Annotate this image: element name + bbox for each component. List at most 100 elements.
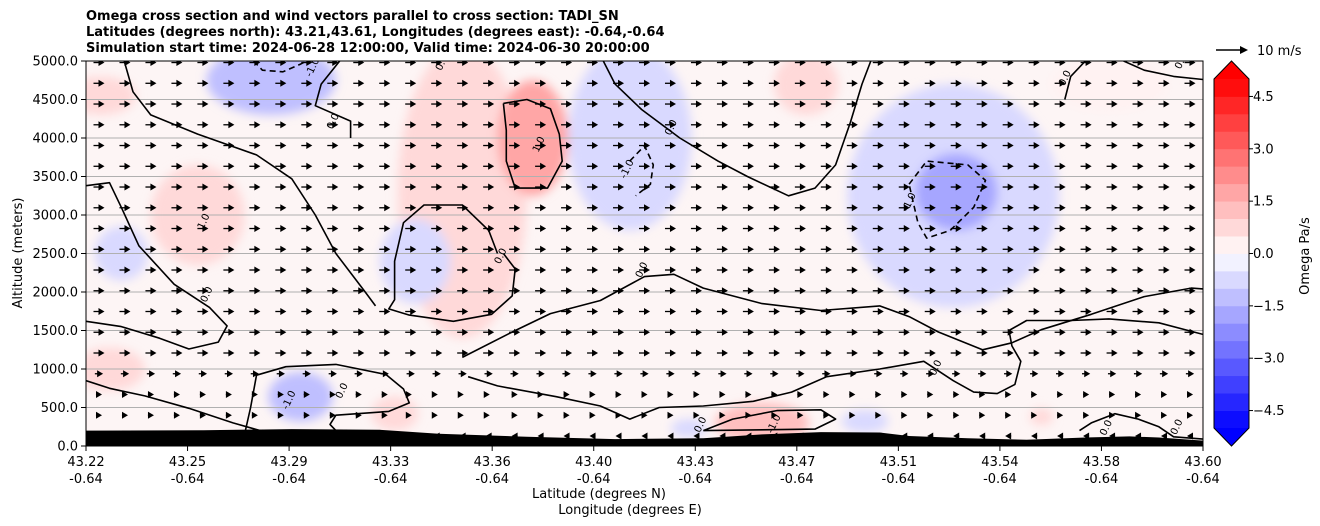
wind-vector-head [306, 121, 313, 129]
wind-vector [301, 287, 313, 295]
wind-vector-head [903, 100, 910, 108]
wind-vector [898, 100, 910, 108]
x-tick-label-lat: 43.60 [1184, 455, 1221, 470]
wind-vector [353, 121, 365, 129]
wind-vector [119, 121, 131, 129]
wind-vector-head [695, 287, 702, 295]
wind-vector [223, 245, 235, 253]
wind-vector-head [514, 162, 521, 170]
wind-vector [1135, 390, 1142, 398]
wind-vector-head [851, 225, 858, 233]
wind-vector-head [644, 61, 650, 67]
wind-vector-head [96, 390, 103, 398]
wind-vector [768, 61, 780, 67]
wind-vector-head [644, 349, 650, 357]
wind-vector [301, 100, 313, 108]
wind-vector-head [590, 370, 597, 378]
wind-vector-head [358, 308, 365, 316]
wind-vector [1031, 411, 1038, 419]
wind-vector-head [1033, 183, 1040, 191]
wind-vector-head [1137, 349, 1144, 357]
wind-vector [690, 225, 702, 233]
wind-vector-head [747, 349, 754, 357]
wind-vector-head [462, 266, 469, 274]
wind-vector-head [1137, 287, 1144, 295]
wind-vector-head [667, 390, 674, 398]
wind-vector-head [981, 287, 988, 295]
wind-vector [979, 390, 986, 398]
wind-vector [119, 204, 131, 212]
wind-vector [742, 183, 754, 191]
wind-vector [952, 370, 961, 378]
wind-vector [615, 411, 622, 419]
wind-vector-head [773, 100, 780, 108]
wind-vector [509, 349, 521, 357]
wind-vector [794, 328, 806, 336]
wind-vector [223, 121, 235, 129]
wind-vector [690, 308, 702, 316]
wind-vector-head [405, 390, 412, 398]
wind-vector-head [306, 79, 313, 87]
wind-vector [927, 411, 934, 419]
wind-vector-head [332, 61, 339, 67]
wind-vector [327, 245, 339, 253]
wind-vector [846, 328, 858, 336]
wind-vector-head [540, 121, 547, 129]
wind-vector-head [566, 328, 573, 336]
wind-vector-head [1033, 121, 1040, 129]
colorbar: −4.5−3.0−1.50.01.53.04.5 [1213, 60, 1285, 447]
wind-vector [846, 121, 858, 129]
wind-vector-head [251, 390, 258, 398]
wind-vector [535, 183, 547, 191]
wind-vector-head [721, 266, 728, 274]
wind-vector [950, 162, 962, 170]
wind-vector-head [566, 162, 573, 170]
wind-vector-head [1137, 328, 1144, 336]
wind-vector [1057, 432, 1064, 440]
wind-vector [872, 204, 884, 212]
wind-vector [1132, 266, 1144, 274]
wind-vector [198, 370, 208, 378]
wind-vector-head [98, 100, 105, 108]
wind-vector [1184, 328, 1196, 336]
wind-vector [1080, 225, 1092, 233]
wind-vector [927, 390, 934, 398]
wind-vector [329, 390, 336, 398]
wind-vector-head [462, 61, 469, 67]
wind-vector-head [176, 183, 183, 191]
x-tick-label-lat: 43.51 [880, 455, 917, 470]
wind-vector-head [799, 79, 806, 87]
contour-line [243, 363, 411, 434]
wind-vector [509, 61, 521, 67]
wind-vector-head [929, 204, 936, 212]
wind-vector-head [228, 183, 235, 191]
quiver-key: 10 m/s [1216, 44, 1302, 59]
wind-vector-head [618, 183, 625, 191]
wind-vector-head [410, 287, 417, 295]
wind-vector [431, 142, 443, 150]
wind-vector-head [1058, 370, 1065, 378]
wind-vector-head [669, 121, 676, 129]
wind-vector [145, 204, 157, 212]
wind-vector-head [929, 308, 936, 316]
wind-vector-head [1007, 79, 1014, 87]
wind-vector [1106, 100, 1118, 108]
wind-vector [924, 266, 936, 274]
wind-vector-head [669, 245, 676, 253]
wind-vector [1132, 162, 1144, 170]
wind-vector-head [903, 183, 910, 191]
wind-vector-head [618, 162, 625, 170]
wind-vector [587, 162, 599, 170]
y-axis-label: Altitude (meters) [11, 198, 26, 309]
wind-vector-head [566, 121, 573, 129]
wind-vector [353, 225, 365, 233]
wind-vector-head [173, 411, 180, 419]
wind-vector [225, 411, 232, 419]
wind-vector-head [124, 142, 131, 150]
wind-vector-head [306, 162, 313, 170]
wind-vector [976, 61, 988, 67]
wind-vector-head [332, 328, 339, 336]
omega-region [371, 396, 419, 431]
wind-vector [716, 245, 728, 253]
wind-vector [405, 328, 417, 336]
